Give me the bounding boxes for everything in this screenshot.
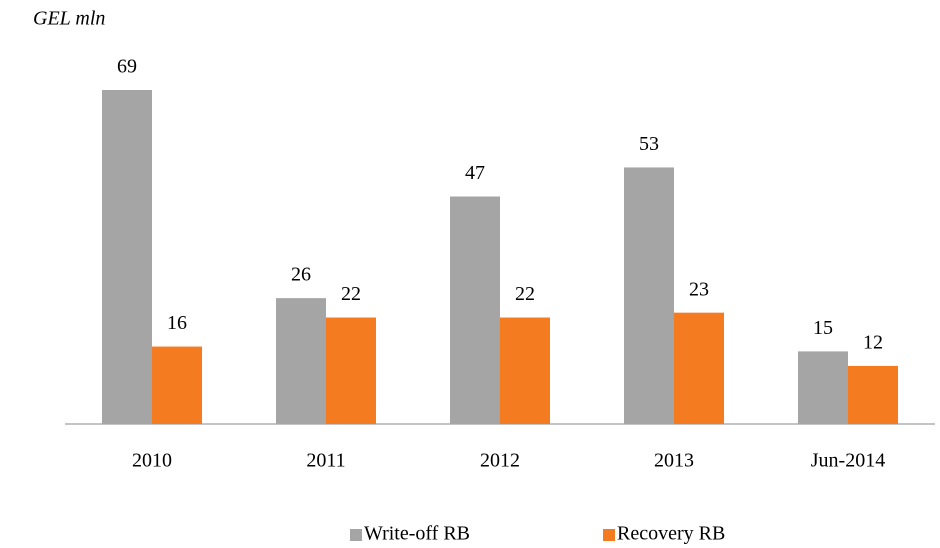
data-label: 47 (465, 162, 485, 184)
bar (102, 90, 152, 424)
data-label: 22 (341, 283, 361, 305)
legend-swatch (350, 529, 362, 541)
bar (326, 317, 376, 424)
data-label: 69 (117, 56, 137, 78)
legend-label: Write-off RB (364, 523, 470, 545)
data-label: 53 (639, 133, 659, 155)
x-tick-label: 2012 (480, 450, 520, 472)
x-tick-label: 2011 (306, 450, 345, 472)
data-label: 12 (863, 332, 883, 354)
data-label: 15 (813, 317, 833, 339)
bar (500, 317, 550, 424)
bar (848, 365, 898, 424)
bar (276, 298, 326, 424)
legend-label: Recovery RB (617, 523, 725, 545)
x-tick-label: Jun-2014 (811, 450, 885, 472)
data-label: 22 (515, 283, 535, 305)
y-axis-label: GEL mln (33, 8, 105, 30)
bar (798, 351, 848, 424)
bar (674, 312, 724, 424)
legend-swatch (603, 529, 615, 541)
bar (152, 346, 202, 424)
data-label: 26 (291, 264, 311, 286)
x-tick-label: 2013 (654, 450, 694, 472)
bar (450, 196, 500, 424)
data-label: 23 (689, 278, 709, 300)
bar (624, 167, 674, 424)
x-tick-label: 2010 (132, 450, 172, 472)
data-label: 16 (167, 312, 187, 334)
